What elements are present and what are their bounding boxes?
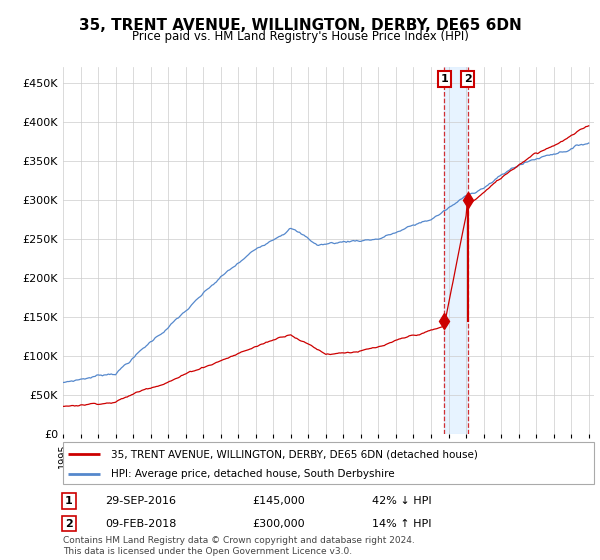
- Text: 35, TRENT AVENUE, WILLINGTON, DERBY, DE65 6DN: 35, TRENT AVENUE, WILLINGTON, DERBY, DE6…: [79, 18, 521, 33]
- Text: £145,000: £145,000: [252, 496, 305, 506]
- Text: 09-FEB-2018: 09-FEB-2018: [105, 519, 176, 529]
- Text: 1: 1: [65, 496, 73, 506]
- Text: 42% ↓ HPI: 42% ↓ HPI: [372, 496, 431, 506]
- Text: £300,000: £300,000: [252, 519, 305, 529]
- Text: 2: 2: [464, 74, 472, 84]
- Text: 35, TRENT AVENUE, WILLINGTON, DERBY, DE65 6DN (detached house): 35, TRENT AVENUE, WILLINGTON, DERBY, DE6…: [111, 449, 478, 459]
- Text: Price paid vs. HM Land Registry's House Price Index (HPI): Price paid vs. HM Land Registry's House …: [131, 30, 469, 43]
- Bar: [444, 67, 467, 434]
- Text: Contains HM Land Registry data © Crown copyright and database right 2024.
This d: Contains HM Land Registry data © Crown c…: [63, 536, 415, 556]
- Text: 2: 2: [65, 519, 73, 529]
- Text: HPI: Average price, detached house, South Derbyshire: HPI: Average price, detached house, Sout…: [111, 469, 394, 479]
- FancyBboxPatch shape: [63, 442, 594, 484]
- Text: 29-SEP-2016: 29-SEP-2016: [105, 496, 176, 506]
- Text: 14% ↑ HPI: 14% ↑ HPI: [372, 519, 431, 529]
- Text: 1: 1: [440, 74, 448, 84]
